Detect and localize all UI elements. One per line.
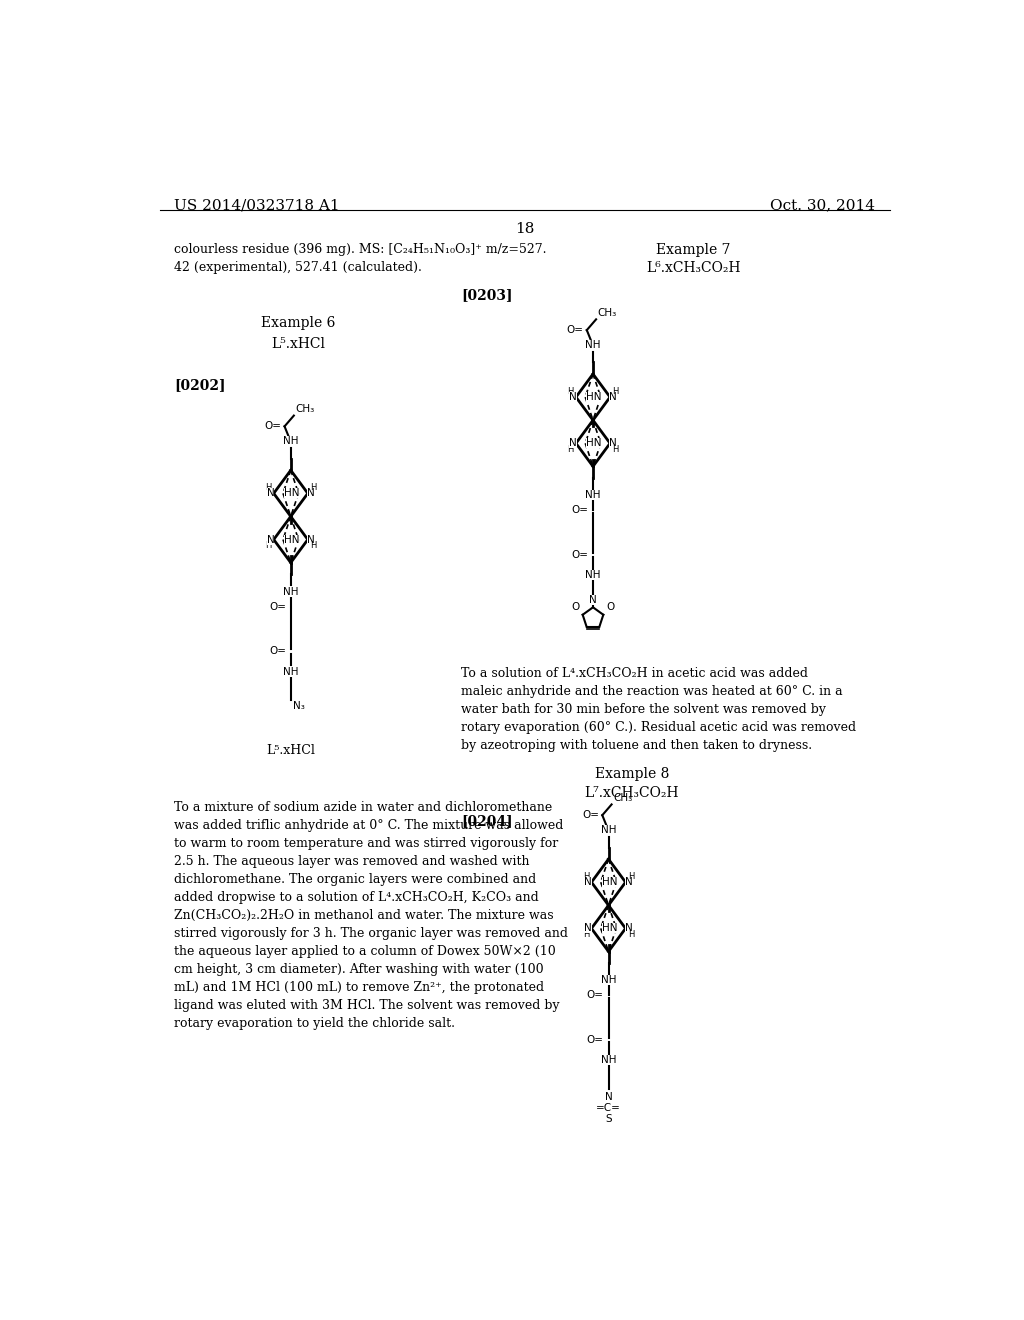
Text: HN: HN [586,438,601,449]
Text: N: N [585,924,592,933]
Text: O=: O= [264,421,282,432]
Text: HN: HN [284,535,299,545]
Text: HN: HN [284,488,299,499]
Text: O=: O= [269,647,286,656]
Text: NH: NH [601,1056,616,1065]
Text: NH: NH [601,975,616,985]
Text: Oct. 30, 2014: Oct. 30, 2014 [770,198,876,213]
Text: N: N [569,438,577,449]
Text: L⁶.xCH₃CO₂H: L⁶.xCH₃CO₂H [646,261,741,275]
Text: N: N [307,535,314,545]
Text: H: H [612,387,618,396]
Text: N: N [609,392,617,403]
Text: NH: NH [283,667,299,677]
Text: Example 6: Example 6 [261,317,336,330]
Text: H: H [567,445,573,454]
Text: NH: NH [283,437,299,446]
Text: O=: O= [587,1035,604,1045]
Text: N: N [266,535,274,545]
Text: N: N [585,878,592,887]
Text: L⁵.xHCl: L⁵.xHCl [266,743,315,756]
Text: N: N [589,595,597,605]
Text: N: N [266,488,274,499]
Text: To a solution of L⁴.xCH₃CO₂H in acetic acid was added
maleic anhydride and the r: To a solution of L⁴.xCH₃CO₂H in acetic a… [461,667,856,751]
Text: NH: NH [601,825,616,836]
Text: 18: 18 [515,222,535,235]
Text: CH₃: CH₃ [598,308,616,318]
Text: To a mixture of sodium azide in water and dichloromethane
was added triflic anhy: To a mixture of sodium azide in water an… [174,801,568,1031]
Text: L⁵.xHCl: L⁵.xHCl [271,337,326,351]
Text: H: H [310,483,316,492]
Text: O: O [571,602,580,612]
Text: HN: HN [601,878,617,887]
Text: H: H [628,929,634,939]
Text: NH: NH [586,341,601,350]
Text: H: H [310,541,316,550]
Text: N₃: N₃ [293,701,305,711]
Text: N: N [625,924,633,933]
Text: Example 8: Example 8 [595,767,669,780]
Text: H: H [265,541,271,550]
Text: O=: O= [571,550,589,560]
Text: US 2014/0323718 A1: US 2014/0323718 A1 [174,198,340,213]
Text: HN: HN [586,392,601,403]
Text: [0204]: [0204] [461,814,513,829]
Text: [0203]: [0203] [461,288,513,302]
Text: =C=: =C= [596,1104,621,1113]
Text: H: H [265,483,271,492]
Text: Example 7: Example 7 [656,243,731,257]
Text: S: S [605,1114,611,1123]
Text: colourless residue (396 mg). MS: [C₂₄H₅₁N₁₀O₃]⁺ m/z=527.
42 (experimental), 527.: colourless residue (396 mg). MS: [C₂₄H₅₁… [174,243,547,275]
Text: O=: O= [587,990,604,1001]
Text: H: H [628,871,634,880]
Text: N: N [625,878,633,887]
Text: O=: O= [583,810,599,820]
Text: O=: O= [269,602,286,611]
Text: NH: NH [586,490,601,500]
Text: HN: HN [601,924,617,933]
Text: NH: NH [283,586,299,597]
Text: H: H [583,929,589,939]
Text: N: N [307,488,314,499]
Text: O=: O= [571,506,589,515]
Text: L⁷.xCH₃CO₂H: L⁷.xCH₃CO₂H [585,785,679,800]
Text: N: N [609,438,617,449]
Text: O=: O= [566,325,584,335]
Text: NH: NH [586,570,601,581]
Text: N: N [569,392,577,403]
Text: H: H [583,871,589,880]
Text: N: N [604,1093,612,1102]
Text: CH₃: CH₃ [613,793,633,803]
Text: CH₃: CH₃ [295,404,314,414]
Text: [0202]: [0202] [174,378,226,392]
Text: O: O [606,602,614,612]
Text: H: H [567,387,573,396]
Text: H: H [612,445,618,454]
